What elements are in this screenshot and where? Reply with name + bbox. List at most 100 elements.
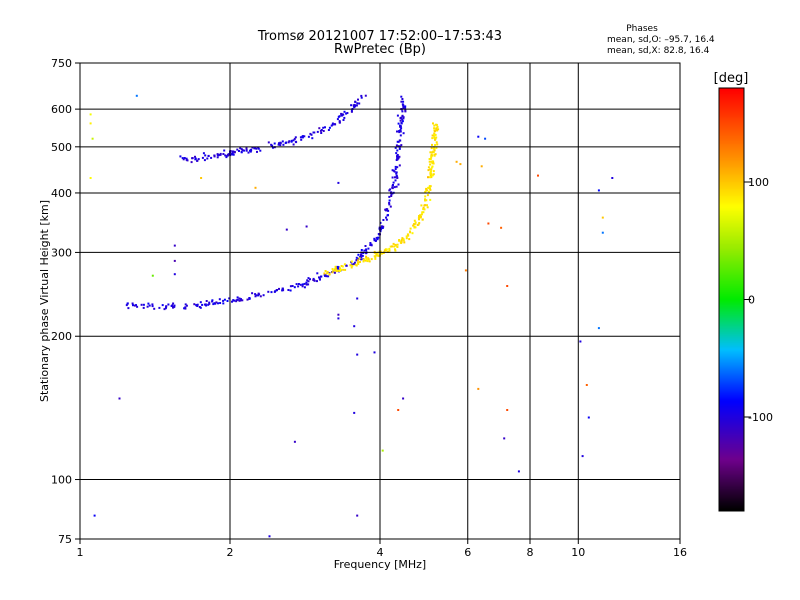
data-point	[233, 299, 236, 302]
data-point	[190, 161, 193, 164]
data-point	[226, 153, 229, 156]
data-point	[375, 236, 378, 239]
data-point	[431, 137, 434, 140]
data-point	[268, 535, 271, 538]
data-point	[151, 274, 154, 277]
data-point	[455, 160, 458, 163]
data-point	[270, 143, 273, 146]
data-point	[429, 158, 432, 160]
data-point	[425, 187, 428, 190]
data-point	[408, 238, 411, 241]
data-point	[587, 416, 590, 419]
data-point	[249, 149, 252, 152]
data-point	[418, 222, 421, 224]
data-point	[248, 297, 251, 300]
data-point	[369, 242, 372, 244]
data-point	[340, 265, 343, 267]
y-tick-label: 100	[51, 474, 72, 487]
data-point	[397, 409, 400, 411]
data-point	[290, 139, 293, 142]
data-point	[324, 274, 326, 277]
data-point	[356, 353, 359, 356]
data-point	[356, 297, 359, 300]
data-point	[435, 141, 438, 144]
data-point	[241, 299, 244, 302]
data-point	[148, 304, 151, 307]
data-point	[303, 135, 306, 138]
data-point	[396, 166, 399, 169]
data-point	[281, 287, 284, 290]
data-point	[355, 104, 358, 107]
x-axis-label: Frequency [MHz]	[334, 558, 426, 571]
data-point	[394, 249, 397, 252]
y-axis: 75 100 200 300 400 500 600 750	[51, 57, 80, 546]
data-point	[374, 257, 377, 260]
data-point	[399, 134, 402, 137]
data-point	[400, 238, 403, 241]
data-point	[306, 279, 309, 282]
data-point	[288, 140, 291, 143]
data-point	[354, 263, 357, 266]
data-point	[356, 261, 359, 264]
colorbar-gradient	[719, 88, 744, 511]
data-point	[202, 152, 205, 155]
data-point	[503, 437, 506, 440]
data-point	[362, 260, 365, 263]
data-point	[285, 228, 288, 231]
data-point	[386, 214, 389, 217]
data-point	[380, 252, 383, 255]
data-point	[381, 449, 384, 452]
data-point	[400, 95, 403, 98]
data-point	[334, 265, 337, 268]
data-point	[400, 122, 403, 125]
data-point	[402, 397, 405, 400]
data-point	[422, 206, 425, 209]
data-point	[274, 290, 276, 293]
data-point	[398, 155, 401, 158]
data-point	[373, 351, 376, 354]
data-point	[429, 176, 431, 179]
colorbar-tick-label: -100	[748, 411, 773, 424]
data-point	[93, 514, 96, 517]
data-point	[398, 164, 401, 167]
data-point	[215, 301, 218, 304]
data-point	[312, 277, 315, 280]
data-point	[401, 118, 404, 121]
data-point	[351, 263, 354, 266]
data-point	[435, 136, 438, 139]
data-point	[430, 175, 433, 178]
colorbar-tick-label: 100	[748, 176, 769, 189]
data-point	[172, 302, 175, 305]
data-point	[433, 130, 436, 133]
data-point	[367, 258, 370, 261]
data-point	[363, 249, 366, 252]
data-point	[427, 186, 430, 189]
y-tick-label: 300	[51, 246, 72, 259]
data-point	[427, 169, 430, 172]
data-point	[204, 154, 207, 157]
data-point	[256, 150, 258, 153]
data-point	[259, 149, 262, 152]
data-point	[395, 159, 398, 161]
data-point	[395, 144, 398, 147]
data-point	[365, 252, 368, 255]
data-point	[402, 104, 405, 106]
data-points	[89, 94, 614, 538]
data-point	[207, 303, 210, 306]
data-point	[182, 158, 185, 161]
data-point	[316, 130, 319, 133]
data-point	[316, 280, 318, 283]
data-point	[241, 149, 244, 151]
x-tick-label: 2	[227, 546, 234, 559]
data-point	[349, 264, 352, 267]
data-point	[231, 300, 233, 303]
data-point	[579, 340, 582, 343]
data-point	[395, 152, 398, 155]
data-point	[309, 132, 312, 135]
data-point	[201, 156, 204, 159]
data-point	[388, 247, 391, 250]
data-point	[387, 209, 390, 212]
data-point	[353, 261, 356, 264]
data-point	[185, 157, 188, 160]
